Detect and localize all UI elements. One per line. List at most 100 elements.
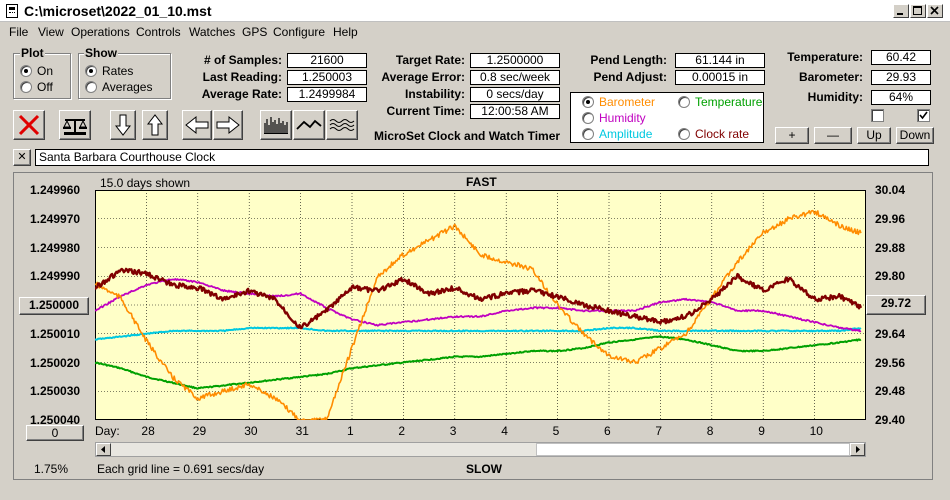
day-tick-label: 28	[141, 424, 155, 438]
series-option-amplitude[interactable]: Amplitude	[582, 127, 652, 141]
menu-controls[interactable]: Controls	[136, 25, 181, 39]
show-rates-option[interactable]: Rates	[85, 64, 133, 78]
last-reading-field: 1.250003	[287, 70, 367, 85]
pend-adjust-label: Pend Adjust:	[593, 70, 667, 84]
menu-file[interactable]: File	[9, 25, 29, 39]
scale-down-button[interactable]: Down	[896, 127, 934, 144]
clock-name-input[interactable]: Santa Barbara Courthouse Clock	[35, 149, 929, 166]
left-tick-label: 1.249970	[30, 211, 81, 226]
right-tick-label: 30.04	[875, 183, 906, 197]
right-tick-label: 29.96	[875, 211, 906, 226]
scroll-down-button[interactable]	[110, 110, 136, 140]
day-tick-label: 3	[449, 424, 457, 438]
series-clock-rate-label: Clock rate	[695, 127, 750, 141]
day-tick-label: 6	[604, 424, 611, 438]
close-window-button[interactable]	[927, 4, 943, 18]
menu-operations[interactable]: Operations	[71, 25, 130, 39]
show-averages-radio[interactable]	[85, 81, 97, 93]
balance-button[interactable]	[59, 110, 91, 140]
left-tick-label: 1.250040	[30, 413, 81, 427]
menu-configure[interactable]: Configure	[273, 25, 326, 39]
series-humidity-radio[interactable]	[582, 112, 594, 124]
scroll-right-button[interactable]	[213, 110, 243, 140]
right-tick-label: 29.80	[875, 269, 906, 284]
right-tick-label: 29.64	[875, 326, 906, 341]
menu-view[interactable]: View	[38, 25, 64, 39]
stop-button[interactable]	[13, 110, 45, 140]
plot-on-radio[interactable]	[20, 65, 32, 77]
right-tick-label: 29.40	[875, 413, 906, 427]
series-option-barometer[interactable]: Barometer	[582, 95, 655, 109]
plot-on-label: On	[37, 64, 54, 78]
target-rate-label: Target Rate:	[395, 53, 465, 67]
checkbox-2[interactable]	[917, 109, 930, 122]
chart-frame	[13, 172, 933, 480]
menu-watches[interactable]: Watches	[189, 25, 236, 39]
series-layer	[95, 209, 863, 420]
plot-group-title: Plot	[20, 46, 45, 60]
scroll-left-button[interactable]	[182, 110, 212, 140]
day-tick-label: 7	[655, 424, 663, 438]
maximize-icon	[913, 6, 922, 15]
temperature-field: 60.42	[871, 50, 931, 65]
scale-plus-button[interactable]: +	[775, 127, 809, 144]
series-temperature-label: Temperature	[695, 95, 763, 109]
plot-on-option[interactable]: On	[20, 64, 53, 78]
zero-button[interactable]: 0	[26, 425, 84, 441]
scroll-left-arrow[interactable]	[96, 443, 111, 456]
day-tick-label: 4	[501, 424, 508, 438]
scale-minus-button[interactable]: —	[814, 127, 852, 144]
plot-off-option[interactable]: Off	[20, 80, 53, 94]
app-caption: MicroSet Clock and Watch Timer	[374, 129, 561, 143]
pend-length-field[interactable]: 61.144 in	[675, 53, 765, 68]
left-tick-label: 1.249980	[30, 240, 81, 255]
series-option-clock-rate[interactable]: Clock rate	[678, 127, 749, 141]
series-clock-rate-radio[interactable]	[678, 128, 690, 140]
chart-scrollbar[interactable]	[95, 442, 866, 457]
histogram-button[interactable]	[260, 110, 292, 140]
chart-plot[interactable]	[95, 190, 866, 420]
series-amplitude-radio[interactable]	[582, 128, 594, 140]
humidity-field: 64%	[871, 90, 931, 105]
series-temperature-radio[interactable]	[678, 96, 690, 108]
plot-off-radio[interactable]	[20, 81, 32, 93]
scroll-up-button[interactable]	[142, 110, 168, 140]
balance-scale-icon	[63, 119, 87, 135]
show-rates-radio[interactable]	[85, 65, 97, 77]
minimize-button[interactable]	[893, 4, 909, 18]
current-time-field: 12:00:58 AM	[470, 104, 560, 119]
day-tick-label: 30	[244, 424, 258, 438]
scale-up-button[interactable]: Up	[857, 127, 891, 144]
series-barometer-radio[interactable]	[582, 96, 594, 108]
plot-off-label: Off	[37, 80, 53, 94]
left-center-value-button[interactable]: 1.250000	[19, 297, 89, 315]
show-rates-label: Rates	[102, 64, 134, 78]
show-averages-option[interactable]: Averages	[85, 80, 152, 94]
scroll-right-arrow[interactable]	[850, 443, 865, 456]
left-tick-label: 1.249960	[30, 183, 81, 197]
day-tick-label: 8	[706, 424, 714, 438]
line-graph-button[interactable]	[293, 110, 325, 140]
instability-field: 0 secs/day	[470, 87, 560, 102]
average-error-field: 0.8 sec/week	[470, 70, 560, 85]
grid-note: Each grid line = 0.691 secs/day	[97, 462, 265, 476]
clear-clock-name-button[interactable]: ✕	[13, 149, 31, 166]
show-averages-label: Averages	[102, 80, 153, 94]
right-tick-label: 29.48	[875, 384, 906, 399]
left-tick-label: 1.250010	[30, 326, 81, 341]
series-option-humidity[interactable]: Humidity	[582, 111, 646, 125]
temperature-label: Temperature:	[787, 50, 863, 64]
menu-help[interactable]: Help	[333, 25, 358, 39]
checkmark-icon	[919, 111, 928, 120]
wave-graph-button[interactable]	[326, 110, 358, 140]
target-rate-field[interactable]: 1.2500000	[470, 53, 560, 68]
menu-gps[interactable]: GPS	[242, 25, 268, 39]
right-center-value-button[interactable]: 29.72	[866, 295, 926, 315]
maximize-button[interactable]	[910, 4, 926, 18]
scroll-thumb[interactable]	[536, 443, 850, 456]
series-option-temperature[interactable]: Temperature	[678, 95, 762, 109]
checkbox-1[interactable]	[871, 109, 884, 122]
histogram-icon	[264, 117, 288, 134]
arrow-right-icon	[216, 115, 240, 135]
close-icon	[930, 6, 939, 15]
